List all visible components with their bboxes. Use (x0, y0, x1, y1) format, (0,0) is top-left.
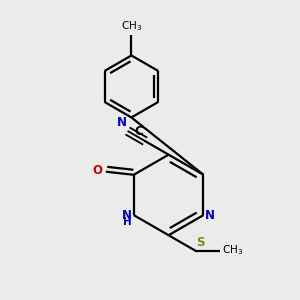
Text: CH$_3$: CH$_3$ (121, 19, 142, 33)
Text: O: O (92, 164, 102, 177)
Text: N: N (205, 208, 215, 222)
Text: H: H (123, 217, 132, 227)
Text: C: C (134, 124, 143, 138)
Text: N: N (117, 116, 127, 129)
Text: N: N (122, 208, 132, 222)
Text: S: S (196, 236, 205, 249)
Text: CH$_3$: CH$_3$ (222, 243, 243, 257)
